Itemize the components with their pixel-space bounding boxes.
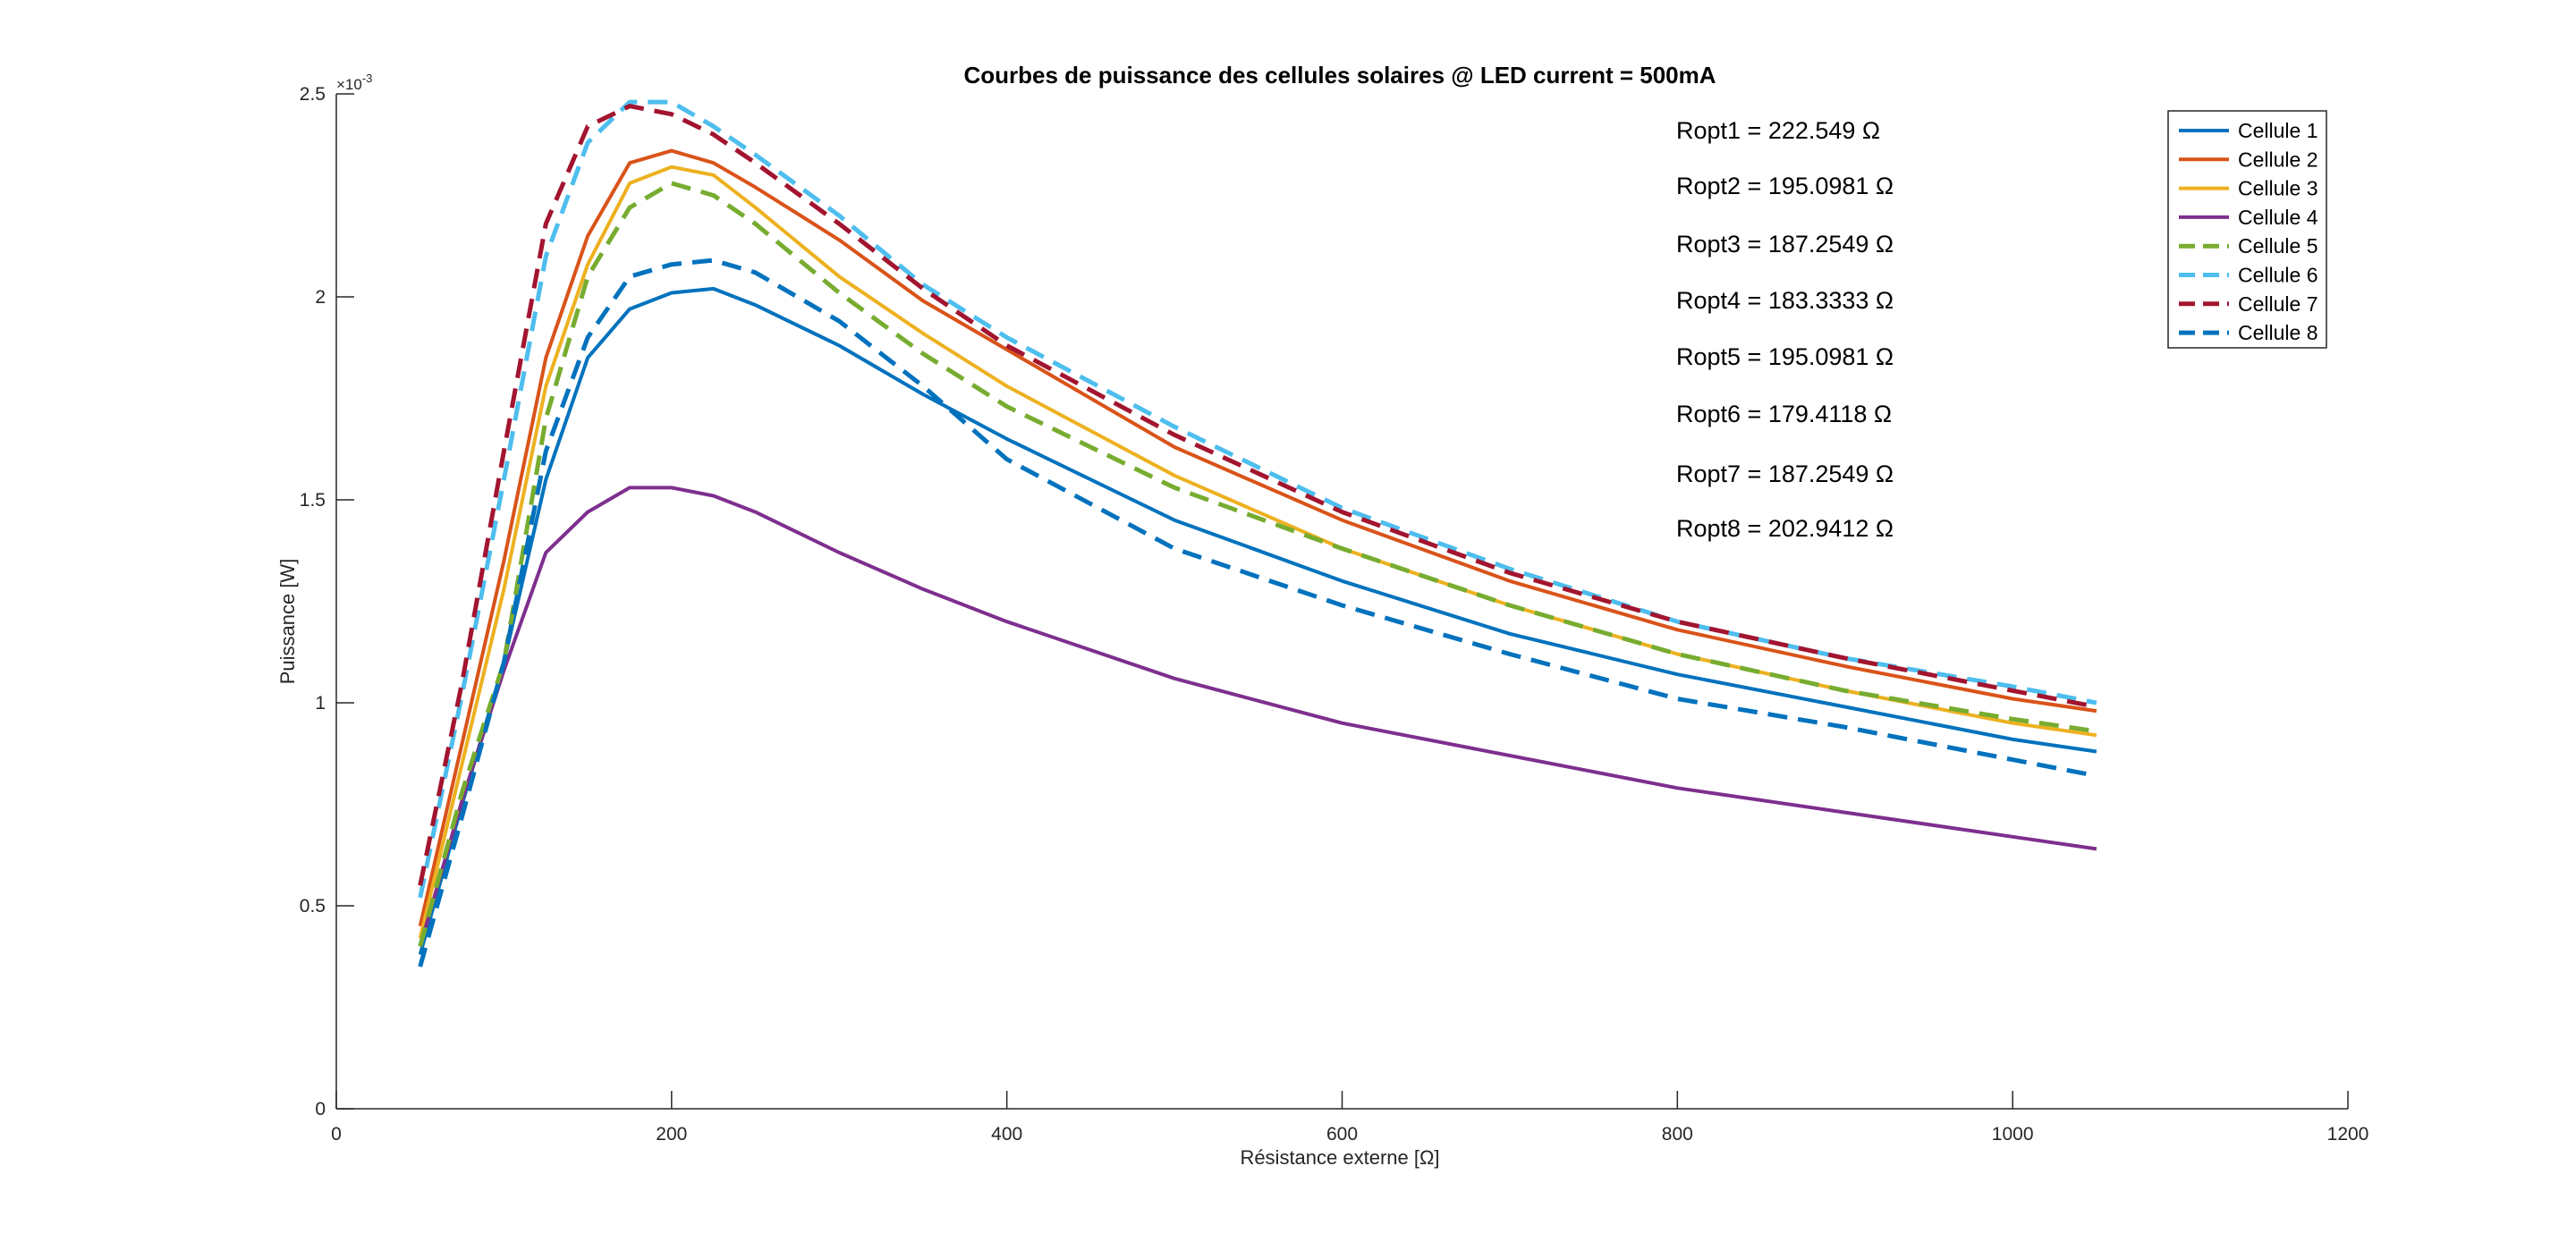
y-multiplier-base: ×10	[336, 76, 362, 93]
ropt-annotation-6: Ropt6 = 179.4118 Ω	[1676, 401, 1892, 427]
x-tick-label: 400	[991, 1124, 1022, 1145]
x-tick-label: 1000	[1992, 1124, 2034, 1145]
series-line-cellule-4	[418, 486, 2097, 947]
y-tick-label: 0.5	[300, 896, 326, 917]
legend-label-cellule-6: Cellule 6	[2238, 264, 2318, 287]
legend-box	[2167, 110, 2327, 349]
y-axis-label: Puissance [W]	[276, 559, 299, 685]
ropt-annotations: Ropt1 = 222.549 Ω Ropt2 = 195.0981 Ω Ropt3…	[1676, 117, 1894, 542]
series-line-cellule-2	[418, 148, 2097, 927]
axes: 0 200 400 600 800 1000 1200 0 0.5 1 1.5 2 2.5	[300, 84, 2369, 1145]
y-tick-label: 1	[315, 693, 326, 714]
series-line-cellule-8	[418, 258, 2097, 967]
y-tick-label: 2	[315, 287, 326, 308]
ropt-annotation-3: Ropt3 = 187.2549 Ω	[1676, 231, 1894, 258]
legend-label-cellule-8: Cellule 8	[2238, 321, 2318, 344]
legend-label-cellule-2: Cellule 2	[2238, 148, 2318, 171]
y-tick-label: 1.5	[300, 490, 326, 511]
x-tick-label: 200	[656, 1124, 687, 1145]
x-tick-label: 0	[331, 1124, 342, 1145]
ropt-annotation-2: Ropt2 = 195.0981 Ω	[1676, 173, 1894, 199]
legend-label-cellule-7: Cellule 7	[2238, 292, 2318, 316]
legend: Cellule 1 Cellule 2 Cellule 3 Cellule 4 Cell…	[2167, 110, 2327, 349]
legend-label-cellule-3: Cellule 3	[2238, 177, 2318, 200]
series-line-cellule-3	[418, 165, 2097, 939]
chart-title: Courbes de puissance des cellules solair…	[963, 62, 1716, 89]
x-tick-label: 800	[1662, 1124, 1693, 1145]
ropt-annotation-5: Ropt5 = 195.0981 Ω	[1676, 343, 1894, 370]
legend-label-cellule-5: Cellule 5	[2238, 234, 2318, 258]
y-tick-label: 2.5	[300, 84, 326, 105]
ropt-annotation-1: Ropt1 = 222.549 Ω	[1676, 117, 1880, 144]
y-axis-multiplier: ×10-3	[336, 72, 372, 93]
x-tick-label: 600	[1326, 1124, 1358, 1145]
series-line-cellule-1	[418, 286, 2097, 956]
series-line-cellule-6	[418, 99, 2097, 899]
ropt-annotation-7: Ropt7 = 187.2549 Ω	[1676, 460, 1894, 487]
ropt-annotation-4: Ropt4 = 183.3333 Ω	[1676, 287, 1894, 314]
series-group	[418, 99, 2097, 967]
y-tick-label: 0	[315, 1099, 326, 1119]
ropt-annotation-8: Ropt8 = 202.9412 Ω	[1676, 515, 1894, 542]
x-tick-label: 1200	[2327, 1124, 2369, 1145]
legend-label-cellule-1: Cellule 1	[2238, 119, 2318, 142]
y-multiplier-exponent: -3	[362, 72, 373, 85]
series-line-cellule-7	[418, 104, 2097, 886]
legend-label-cellule-4: Cellule 4	[2238, 206, 2318, 229]
x-axis-label: Résistance externe [Ω]	[1240, 1146, 1439, 1169]
